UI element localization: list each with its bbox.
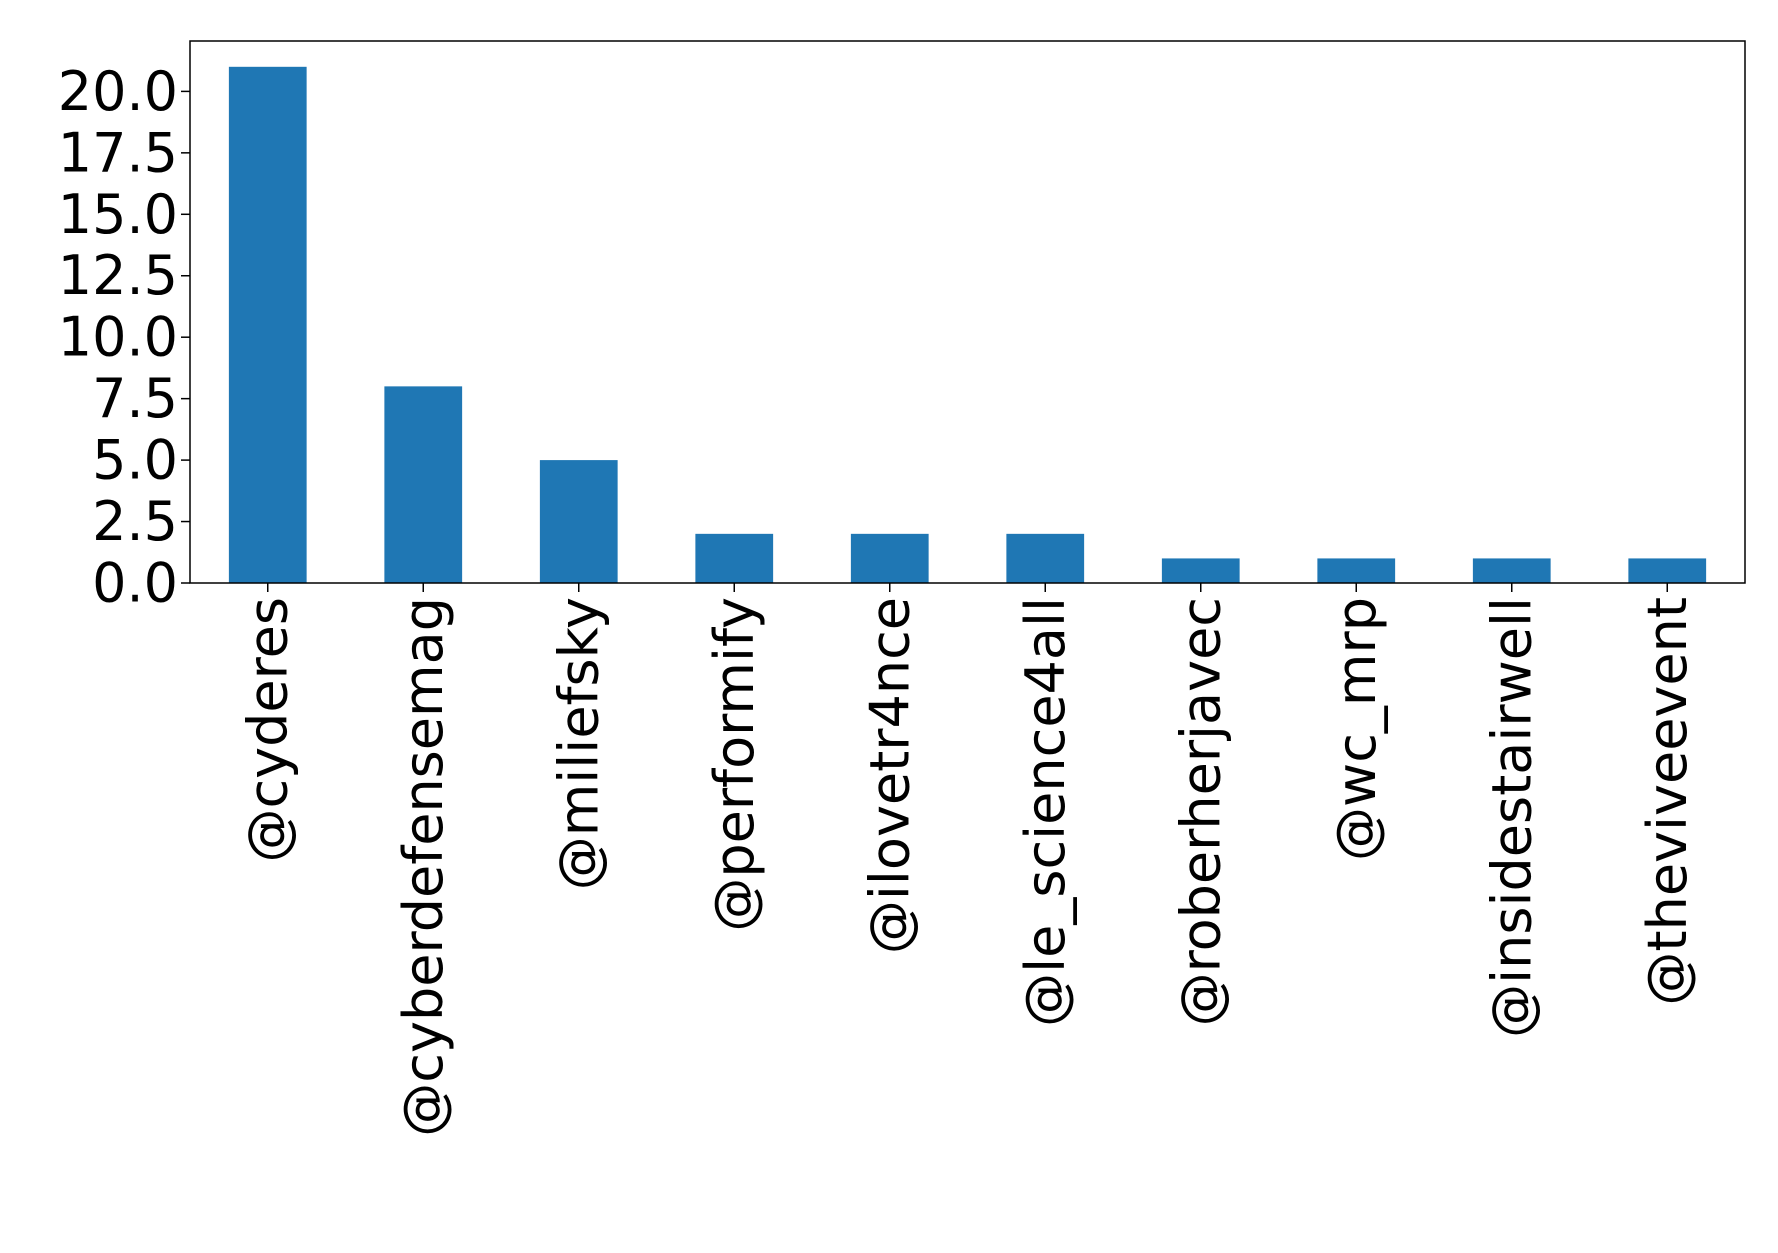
bar-8	[1317, 558, 1396, 583]
y-tick-label: 20.0	[58, 60, 178, 123]
bars-group	[228, 66, 1707, 583]
y-tick-label: 2.5	[92, 490, 178, 553]
plot-area-frame	[189, 40, 1746, 584]
x-tick-label: @miliefsky	[547, 597, 610, 890]
bar-10	[1628, 558, 1707, 583]
x-tick-label: @theviveevent	[1636, 597, 1699, 1006]
x-tick-label: @ilovetr4nce	[858, 597, 921, 954]
bar-4	[695, 533, 774, 583]
bar-5	[850, 533, 929, 583]
bar-3	[539, 460, 618, 583]
x-axis: @cyderes @cyberdefensemag @miliefsky @perfo…	[236, 583, 1699, 1137]
bar-2	[384, 386, 463, 583]
bar-6	[1006, 533, 1085, 583]
y-tick-label: 17.5	[58, 121, 178, 184]
y-tick-label: 10.0	[58, 306, 178, 369]
x-tick-label: @le_science4all	[1014, 597, 1077, 1027]
x-tick-label: @cyberdefensemag	[392, 597, 455, 1137]
bar-7	[1161, 558, 1240, 583]
x-tick-label: @insidestairwell	[1480, 597, 1543, 1038]
x-tick-label: @roberherjavec	[1169, 597, 1232, 1026]
bar-1	[228, 66, 307, 583]
x-tick-label: @performify	[703, 597, 766, 932]
y-tick-label: 12.5	[58, 244, 178, 307]
y-tick-label: 15.0	[58, 183, 178, 246]
bar-9	[1472, 558, 1551, 583]
y-tick-label: 0.0	[92, 552, 178, 615]
x-tick-label: @cyderes	[236, 597, 299, 863]
x-tick-label: @wc_mrp	[1325, 597, 1388, 861]
y-tick-label: 5.0	[92, 429, 178, 492]
y-tick-label: 7.5	[92, 367, 178, 430]
y-axis: 0.02.55.07.510.012.515.017.520.0	[58, 60, 190, 615]
